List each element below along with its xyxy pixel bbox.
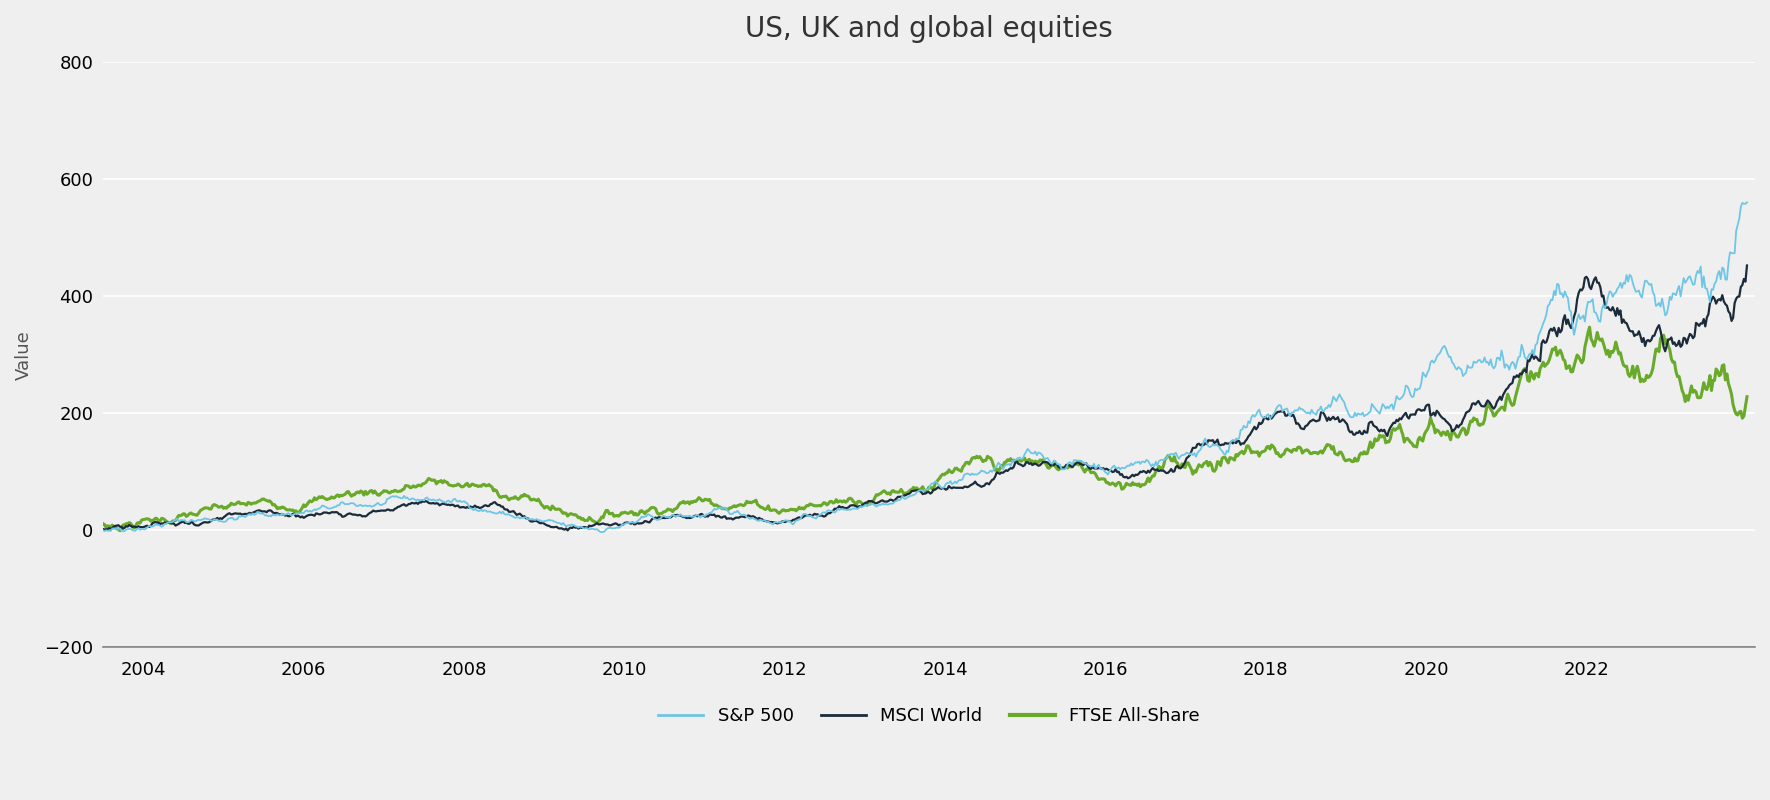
S&P 500 (1554, 286, 1575, 296)
FTSE All-Share (880, 490, 901, 499)
MSCI World (1736, 261, 1758, 270)
FTSE All-Share (1579, 322, 1600, 332)
S&P 500 (504, 513, 526, 522)
S&P 500 (591, 527, 612, 537)
S&P 500 (53, 522, 74, 532)
MSCI World (858, 496, 880, 506)
S&P 500 (1736, 198, 1758, 207)
Legend: S&P 500, MSCI World, FTSE All-Share: S&P 500, MSCI World, FTSE All-Share (651, 700, 1207, 732)
S&P 500 (1643, 287, 1664, 297)
FTSE All-Share (1554, 356, 1575, 366)
MSCI World (765, 518, 786, 527)
Line: MSCI World: MSCI World (64, 266, 1747, 530)
MSCI World (504, 508, 526, 518)
S&P 500 (765, 518, 786, 527)
FTSE All-Share (858, 497, 880, 506)
MSCI World (1643, 331, 1664, 341)
Y-axis label: Value: Value (14, 330, 34, 380)
S&P 500 (858, 500, 880, 510)
FTSE All-Share (1736, 392, 1758, 402)
FTSE All-Share (53, 521, 74, 530)
MSCI World (880, 495, 901, 505)
Line: FTSE All-Share: FTSE All-Share (64, 327, 1747, 530)
Line: S&P 500: S&P 500 (64, 202, 1747, 532)
FTSE All-Share (506, 494, 527, 503)
FTSE All-Share (110, 526, 131, 535)
S&P 500 (880, 498, 901, 508)
Title: US, UK and global equities: US, UK and global equities (745, 15, 1113, 43)
FTSE All-Share (765, 505, 786, 514)
MSCI World (558, 526, 579, 535)
MSCI World (1554, 310, 1575, 320)
FTSE All-Share (1644, 354, 1666, 363)
MSCI World (53, 524, 74, 534)
